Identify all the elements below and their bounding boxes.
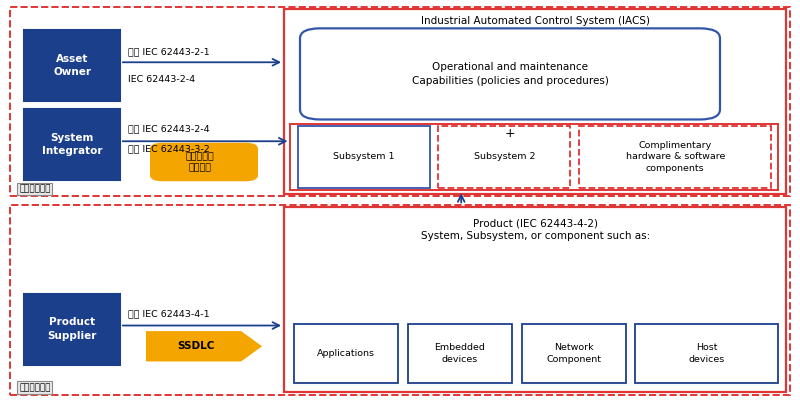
Bar: [579, 126, 771, 188]
Bar: [24, 109, 120, 180]
Bar: [438, 126, 570, 188]
Text: 現場運作環境: 現場運作環境: [19, 185, 50, 194]
Bar: [290, 124, 778, 190]
Text: Product
Supplier: Product Supplier: [47, 318, 97, 341]
Text: 風險評估與
安全設計: 風險評估與 安全設計: [186, 152, 214, 172]
Text: 運作 IEC 62443-2-1: 運作 IEC 62443-2-1: [128, 47, 210, 56]
Bar: [408, 324, 512, 383]
Bar: [10, 205, 790, 395]
Text: Product (IEC 62443-4-2)
System, Subsystem, or component such as:: Product (IEC 62443-4-2) System, Subsyste…: [421, 218, 650, 241]
Bar: [298, 126, 430, 188]
Text: Asset
Owner: Asset Owner: [53, 54, 91, 77]
Bar: [284, 9, 786, 194]
Text: 部署 IEC 62443-4-1: 部署 IEC 62443-4-1: [128, 309, 210, 318]
Text: 獨立開發環境: 獨立開發環境: [19, 383, 50, 392]
Text: SSDLC: SSDLC: [178, 341, 214, 351]
FancyBboxPatch shape: [150, 143, 258, 181]
Bar: [24, 294, 120, 364]
Text: Applications: Applications: [318, 349, 375, 358]
Bar: [284, 207, 786, 392]
Text: Subsystem 1: Subsystem 1: [333, 152, 394, 162]
Text: Operational and maintenance
Capabilities (policies and procedures): Operational and maintenance Capabilities…: [411, 62, 609, 85]
Bar: [294, 324, 398, 383]
Bar: [635, 324, 778, 383]
Text: Industrial Automated Control System (IACS): Industrial Automated Control System (IAC…: [421, 16, 650, 26]
Bar: [522, 324, 626, 383]
Bar: [10, 7, 790, 196]
Text: +: +: [505, 127, 515, 140]
Text: Host
devices: Host devices: [688, 343, 725, 364]
Text: 運作 IEC 62443-3-2: 運作 IEC 62443-3-2: [128, 144, 210, 153]
Text: Embedded
devices: Embedded devices: [434, 343, 486, 364]
Polygon shape: [146, 331, 262, 362]
Text: Subsystem 2: Subsystem 2: [474, 152, 535, 162]
Text: Complimentary
hardware & software
components: Complimentary hardware & software compon…: [626, 141, 725, 173]
Text: Network
Component: Network Component: [546, 343, 601, 364]
Text: IEC 62443-2-4: IEC 62443-2-4: [128, 75, 195, 85]
Text: 整合 IEC 62443-2-4: 整合 IEC 62443-2-4: [128, 124, 210, 133]
Bar: [24, 30, 120, 101]
Text: System
Integrator: System Integrator: [42, 133, 102, 156]
